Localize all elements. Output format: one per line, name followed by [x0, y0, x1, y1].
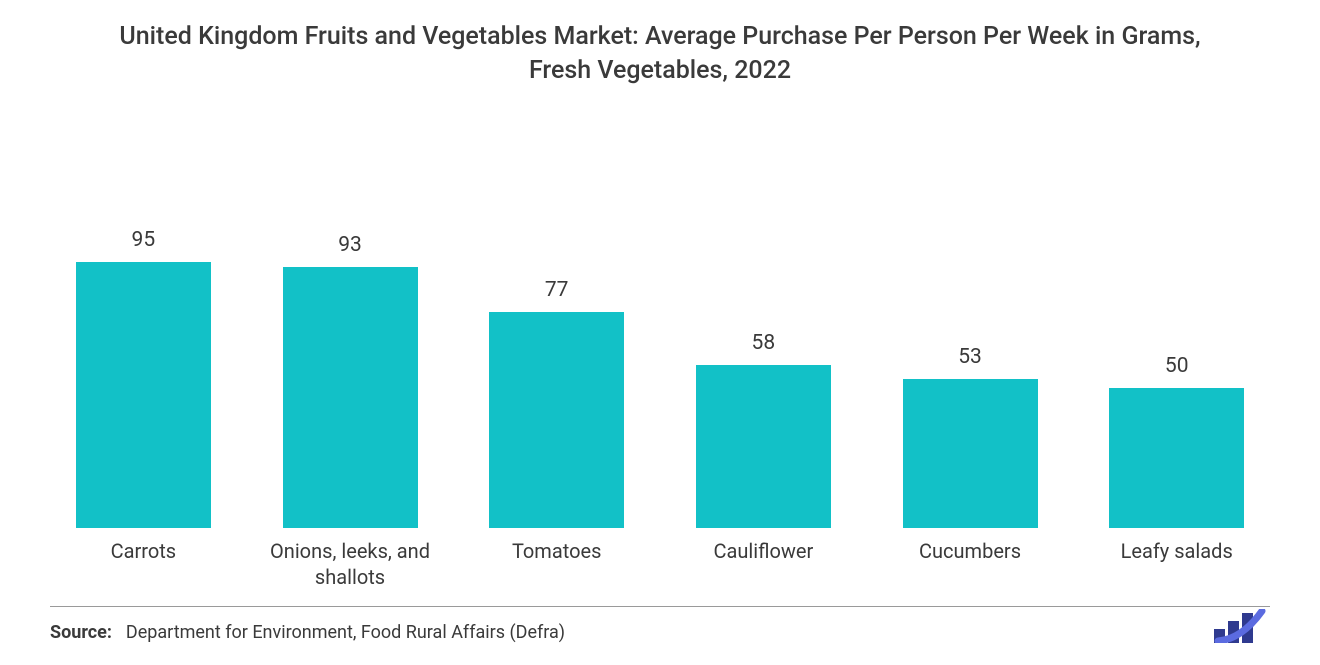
bar-value-label: 53 — [958, 345, 982, 369]
chart-title: United Kingdom Fruits and Vegetables Mar… — [0, 0, 1320, 98]
bar-column: 77 — [453, 138, 660, 528]
category-label: Leafy salads — [1073, 538, 1280, 590]
category-label: Tomatoes — [453, 538, 660, 590]
bar-rect — [489, 312, 624, 528]
bar-column: 50 — [1073, 138, 1280, 528]
mordor-logo-icon — [1212, 609, 1270, 643]
bar-column: 53 — [867, 138, 1074, 528]
source-line: Source: Department for Environment, Food… — [50, 622, 565, 643]
bar-column: 93 — [247, 138, 454, 528]
category-label: Cucumbers — [867, 538, 1074, 590]
bar-value-label: 77 — [545, 278, 569, 302]
footer-divider — [50, 606, 1270, 607]
bar-value-label: 93 — [338, 233, 362, 257]
bar-column: 95 — [40, 138, 247, 528]
category-label: Onions, leeks, and shallots — [247, 538, 454, 590]
bar-rect — [76, 262, 211, 528]
bar-value-label: 58 — [752, 331, 776, 355]
category-labels-row: CarrotsOnions, leeks, and shallotsTomato… — [0, 528, 1320, 590]
chart-plot-area: 95 93 77 58 53 50 — [0, 98, 1320, 528]
category-label: Carrots — [40, 538, 247, 590]
source-prefix: Source: — [50, 622, 112, 643]
bar-rect — [283, 267, 418, 527]
bar-value-label: 95 — [132, 228, 156, 252]
chart-footer: Source: Department for Environment, Food… — [0, 609, 1320, 665]
category-label: Cauliflower — [660, 538, 867, 590]
bar-rect — [1109, 388, 1244, 528]
bar-value-label: 50 — [1165, 354, 1189, 378]
bars-row: 95 93 77 58 53 50 — [40, 138, 1280, 528]
source-text: Department for Environment, Food Rural A… — [126, 622, 565, 643]
bar-column: 58 — [660, 138, 867, 528]
bar-rect — [903, 379, 1038, 527]
bar-rect — [696, 365, 831, 527]
